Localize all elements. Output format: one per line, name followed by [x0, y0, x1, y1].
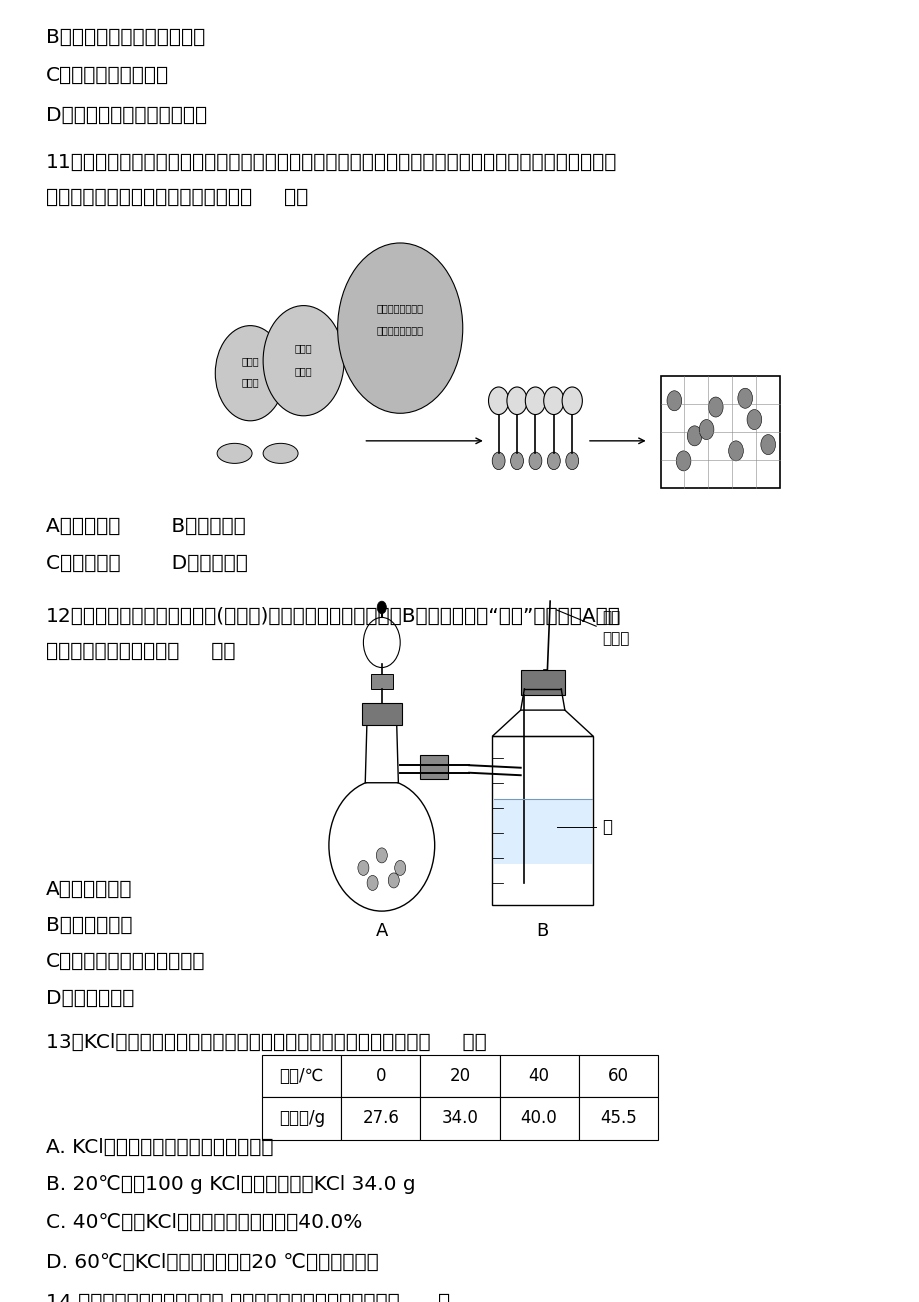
Circle shape — [367, 875, 378, 891]
Circle shape — [525, 387, 545, 414]
Circle shape — [746, 410, 761, 430]
Bar — [370, 674, 392, 689]
Text: 0: 0 — [375, 1066, 386, 1085]
Circle shape — [376, 848, 387, 863]
Circle shape — [528, 452, 541, 470]
Text: A．氯化钓和水: A．氯化钓和水 — [46, 880, 132, 898]
Text: C．只有固体能作溶质: C．只有固体能作溶质 — [46, 65, 169, 85]
Text: 34.0: 34.0 — [441, 1109, 478, 1128]
Polygon shape — [365, 717, 398, 783]
Text: 导管口: 导管口 — [602, 631, 630, 646]
Text: A: A — [375, 922, 388, 940]
Text: 我们一起努力就能: 我们一起努力就能 — [376, 303, 424, 312]
Circle shape — [737, 388, 752, 409]
Bar — [341, 1098, 420, 1139]
Polygon shape — [492, 710, 593, 737]
Text: 入的固体和液体可能是（     ）。: 入的固体和液体可能是（ ）。 — [46, 642, 235, 660]
Text: 溶解度/g: 溶解度/g — [278, 1109, 324, 1128]
Text: 把油分散到水中。: 把油分散到水中。 — [376, 326, 424, 336]
Circle shape — [760, 435, 775, 454]
Text: 11．图示法是学习化学常用的学习方法，它能帮助我们更清晰、直观地理解化学基本概念和原理。如图所: 11．图示法是学习化学常用的学习方法，它能帮助我们更清晰、直观地理解化学基本概念… — [46, 154, 617, 172]
Text: 12．小明设计了趣味实验装置(见下图)，其气密性良好。若要使B中尖嘴导管有“噴泉”产生，则A中加: 12．小明设计了趣味实验装置(见下图)，其气密性良好。若要使B中尖嘴导管有“噴泉… — [46, 607, 620, 626]
Circle shape — [394, 861, 405, 875]
Circle shape — [388, 872, 399, 888]
Text: 水: 水 — [602, 818, 612, 836]
Text: 40.0: 40.0 — [520, 1109, 557, 1128]
Text: 入油中: 入油中 — [241, 378, 259, 387]
Ellipse shape — [329, 780, 435, 911]
Circle shape — [492, 452, 505, 470]
Text: 60: 60 — [607, 1066, 628, 1085]
Text: A. KCl饱和溶液中不能再溶解其他物质: A. KCl饱和溶液中不能再溶解其他物质 — [46, 1138, 273, 1156]
Text: 示是表示的下列哪种化学概念或原理（     ）。: 示是表示的下列哪种化学概念或原理（ ）。 — [46, 189, 308, 207]
Bar — [420, 1098, 499, 1139]
Circle shape — [510, 452, 523, 470]
Bar — [660, 376, 779, 488]
Circle shape — [547, 452, 560, 470]
Bar — [262, 1055, 341, 1098]
Text: 27.6: 27.6 — [362, 1109, 399, 1128]
Bar — [492, 737, 593, 905]
Text: A．乳化作用        B．催化作用: A．乳化作用 B．催化作用 — [46, 517, 245, 535]
Text: 我能进: 我能进 — [241, 355, 259, 366]
Circle shape — [543, 387, 563, 414]
Circle shape — [565, 452, 578, 470]
Text: B．无色澄清液体一定是溶液: B．无色澄清液体一定是溶液 — [46, 29, 205, 47]
Circle shape — [263, 306, 344, 415]
Bar — [520, 671, 564, 695]
Text: 40: 40 — [528, 1066, 549, 1085]
Text: B: B — [536, 922, 549, 940]
Bar — [499, 1055, 578, 1098]
Bar — [262, 1098, 341, 1139]
Text: D. 60℃的KCl饱和溶液降温至20 ℃，有晶体析出: D. 60℃的KCl饱和溶液降温至20 ℃，有晶体析出 — [46, 1253, 379, 1272]
Text: 我能进: 我能进 — [294, 344, 312, 353]
Text: B. 20℃时，100 g KCl饱和溶液中含KCl 34.0 g: B. 20℃时，100 g KCl饱和溶液中含KCl 34.0 g — [46, 1176, 415, 1194]
Text: 入水中: 入水中 — [294, 366, 312, 376]
Circle shape — [337, 243, 462, 413]
Circle shape — [675, 450, 690, 471]
Text: B．础酸锨和水: B．础酸锨和水 — [46, 917, 132, 935]
Circle shape — [666, 391, 681, 411]
Bar — [494, 799, 591, 865]
Circle shape — [686, 426, 701, 445]
Circle shape — [506, 387, 527, 414]
Text: D．溶液的各部分性质均相同: D．溶液的各部分性质均相同 — [46, 105, 207, 125]
Circle shape — [488, 387, 508, 414]
Circle shape — [363, 617, 400, 668]
Text: 13．KCl是一种常用的鯨肥，其溶解度如下表。下列说法正确的是（     ）。: 13．KCl是一种常用的鯨肥，其溶解度如下表。下列说法正确的是（ ）。 — [46, 1032, 486, 1052]
Bar — [499, 1098, 578, 1139]
Circle shape — [708, 397, 722, 417]
Circle shape — [728, 441, 743, 461]
Bar — [420, 755, 448, 779]
Text: C．水合作用        D．化学变化: C．水合作用 D．化学变化 — [46, 555, 247, 573]
Bar — [578, 1098, 657, 1139]
Bar — [420, 1055, 499, 1098]
Text: C. 40℃时，KCl饱和溶液的质量分数为40.0%: C. 40℃时，KCl饱和溶液的质量分数为40.0% — [46, 1213, 362, 1232]
Text: 尖嘴: 尖嘴 — [602, 609, 620, 625]
Text: 20: 20 — [449, 1066, 470, 1085]
Circle shape — [562, 387, 582, 414]
Ellipse shape — [217, 444, 252, 464]
Ellipse shape — [263, 444, 298, 464]
Text: C．二氧化锤和过氧化氢溶液: C．二氧化锤和过氧化氢溶液 — [46, 952, 205, 971]
Circle shape — [357, 861, 369, 875]
Text: 45.5: 45.5 — [599, 1109, 636, 1128]
Bar — [341, 1055, 420, 1098]
Circle shape — [215, 326, 285, 421]
Circle shape — [698, 419, 713, 440]
Bar — [578, 1055, 657, 1098]
Bar — [361, 703, 402, 725]
Text: 14.溶液是自然界中常见的物质.下列有关溶液的说法正确的是（      ）: 14.溶液是自然界中常见的物质.下列有关溶液的说法正确的是（ ） — [46, 1293, 449, 1302]
Circle shape — [377, 602, 386, 613]
Text: D．铜和稀硫酸: D．铜和稀硫酸 — [46, 988, 134, 1008]
Text: 温度/℃: 温度/℃ — [279, 1066, 323, 1085]
